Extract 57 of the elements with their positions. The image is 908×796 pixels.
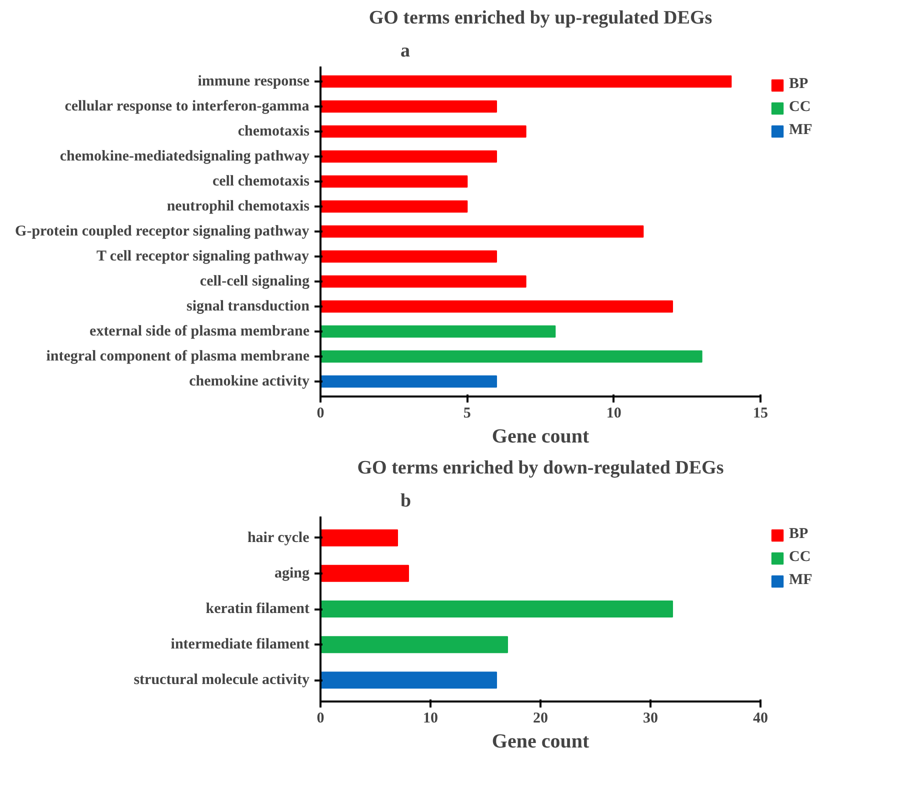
bar [320,250,497,263]
bar [320,100,497,113]
bar [320,375,497,388]
chart-title: GO terms enriched by up-regulated DEGs [368,8,712,28]
y-tick-label: keratin filament [206,601,310,617]
bar [320,125,526,138]
y-tick-label: chemotaxis [238,124,310,140]
y-tick-label: aging [274,565,310,582]
legend-label: BP [789,76,809,93]
y-tick-label: integral component of plasma membrane [46,348,310,364]
y-tick-label: G-protein coupled receptor signaling pathway [15,224,310,240]
bar [320,150,497,163]
y-tick-label: chemokine-mediatedsignaling pathway [60,148,310,164]
x-axis-title: Gene count [492,426,590,448]
x-tick-label: 0 [316,406,324,422]
text: b [400,490,412,512]
y-tick-label: immune response [198,74,310,90]
y-tick-label: cell chemotaxis [212,174,310,190]
bar [320,275,526,288]
legend-label: CC [789,549,811,566]
y-tick-label: structural molecule activity [134,672,310,688]
x-tick-label: 15 [753,406,768,422]
y-tick-label: signal transduction [186,298,310,314]
legend-label: MF [789,572,812,589]
x-tick-label: 10 [423,710,438,726]
y-tick-label: neutrophil chemotaxis [166,198,310,214]
chart-title: GO terms enriched by down-regulated DEGs [357,458,724,478]
bar [320,175,468,188]
y-tick-label: cell-cell signaling [200,274,310,290]
bar [320,75,732,88]
x-axis-title: Gene count [492,730,590,752]
bar [320,225,644,238]
legend-label: MF [789,122,812,139]
bar [320,636,508,654]
bar [320,300,673,313]
text: a [400,40,410,62]
bar [320,350,702,363]
x-tick-label: 40 [753,710,768,726]
legend-label: CC [789,99,811,116]
y-tick-label: chemokine activity [189,374,310,390]
x-tick-label: 0 [316,710,324,726]
x-tick-label: 10 [606,406,622,422]
bar [320,564,409,582]
bar [320,529,398,546]
y-tick-label: intermediate filament [170,636,310,653]
bar [320,200,468,213]
y-tick-label: T cell receptor signaling pathway [96,248,310,264]
x-tick-label: 5 [463,406,471,422]
y-tick-label: external side of plasma membrane [90,324,310,340]
bar [320,672,497,689]
x-tick-label: 20 [533,710,548,726]
y-tick-label: cellular response to interferon-gamma [64,98,310,114]
y-tick-label: hair cycle [247,530,310,546]
bar [320,600,673,618]
x-tick-label: 30 [643,710,658,726]
bar [320,325,556,338]
legend-label: BP [789,526,809,543]
